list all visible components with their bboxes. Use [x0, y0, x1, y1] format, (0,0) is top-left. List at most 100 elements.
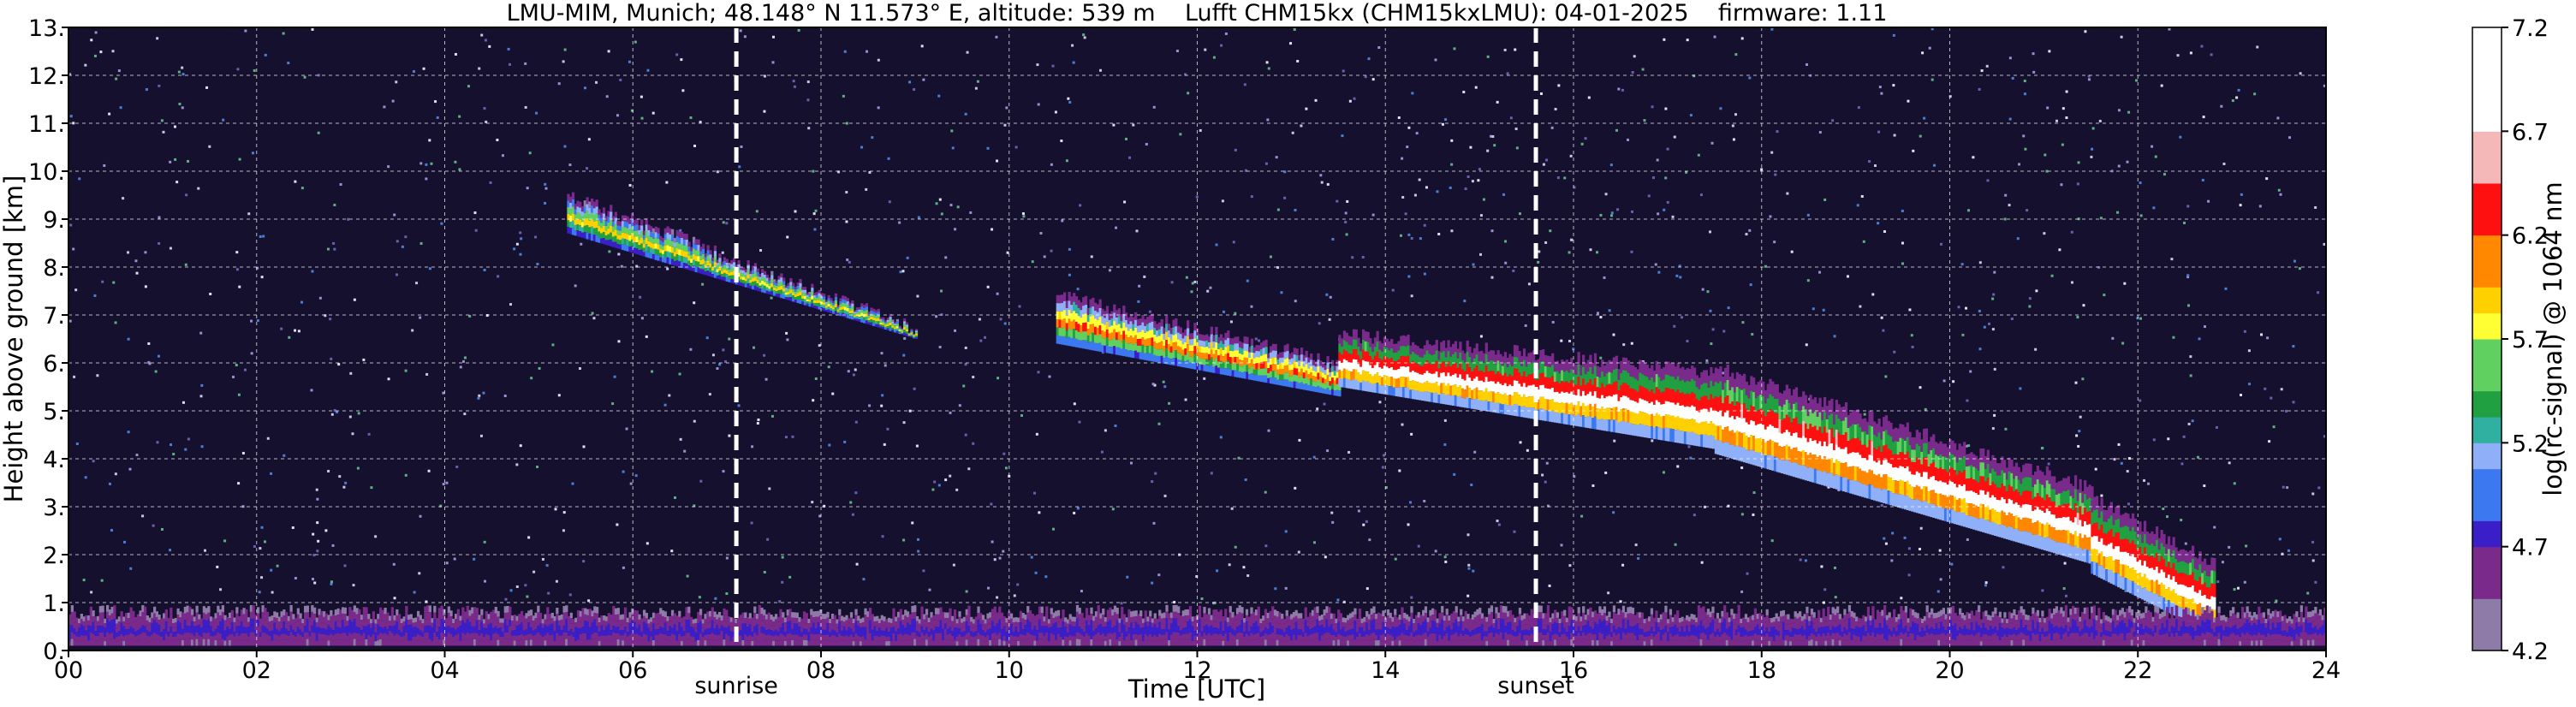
cloud-cell — [1584, 384, 1588, 396]
noise-speck — [849, 501, 853, 504]
cloud-cell — [1167, 357, 1171, 365]
cloud-cell — [1942, 508, 1945, 521]
cloud-cell — [1580, 416, 1583, 427]
cloud-cell — [1129, 336, 1133, 343]
cloud-cell — [874, 312, 878, 316]
noise-speck — [2202, 116, 2205, 119]
cloud-cell — [1570, 380, 1574, 392]
noise-speck — [1050, 249, 1053, 253]
cloud-cell — [1463, 398, 1467, 408]
cloud-cell — [1122, 322, 1126, 331]
cloud-cell — [1714, 367, 1718, 383]
cloud-cell — [1723, 367, 1728, 383]
noise-speck — [519, 444, 522, 448]
cloud-cell — [1627, 422, 1630, 435]
cloud-cell — [1421, 374, 1425, 383]
cloud-cell — [1622, 421, 1626, 434]
noise-speck — [1573, 475, 1576, 478]
cloud-cell — [801, 295, 805, 299]
noise-speck — [972, 442, 975, 445]
cloud-cell — [1333, 390, 1337, 396]
cloud-cell — [673, 256, 677, 262]
cloud-cell — [616, 235, 620, 240]
cloud-cell — [1518, 361, 1521, 373]
cloud-cell — [1252, 347, 1256, 354]
cloud-cell — [1231, 344, 1234, 352]
noise-speck — [574, 284, 577, 288]
cloud-cell — [1974, 455, 1978, 469]
cloud-cell — [1404, 366, 1407, 377]
cloud-cell — [1440, 342, 1443, 353]
cloud-cell — [659, 240, 663, 245]
cloud-cell — [1132, 324, 1135, 331]
noise-speck — [2231, 99, 2234, 103]
cloud-cell — [1837, 404, 1841, 419]
cloud-cell — [659, 244, 663, 249]
cloud-cell — [595, 206, 598, 214]
cloud-cell — [1518, 350, 1521, 362]
cloud-cell — [645, 244, 648, 251]
cloud-cell — [1444, 357, 1448, 367]
cloud-cell — [1258, 369, 1261, 376]
noise-speck — [1760, 168, 1764, 171]
cloud-cell — [1132, 330, 1135, 338]
cloud-cell — [1963, 442, 1966, 456]
noise-speck — [1406, 146, 1409, 149]
cloud-cell — [1620, 360, 1623, 373]
noise-speck — [72, 247, 75, 251]
cloud-cell — [1459, 352, 1462, 364]
cloud-cell — [1401, 345, 1406, 356]
cloud-cell — [1312, 370, 1316, 377]
cloud-cell — [1267, 353, 1270, 359]
cloud-cell — [647, 241, 651, 247]
cloud-cell — [1702, 370, 1706, 383]
cloud-cell — [1800, 437, 1803, 452]
noise-speck — [1453, 47, 1456, 50]
noise-speck — [1336, 598, 1340, 602]
cloud-cell — [787, 285, 790, 289]
noise-speck — [1224, 32, 1228, 35]
noise-speck — [640, 116, 644, 120]
cloud-cell — [853, 317, 857, 319]
noise-speck — [178, 103, 181, 106]
noise-speck — [950, 129, 954, 133]
cloud-cell — [635, 248, 639, 255]
cloud-cell — [619, 221, 622, 227]
cloud-cell — [1412, 351, 1415, 361]
cloud-cell — [1793, 448, 1796, 463]
noise-speck — [578, 367, 581, 371]
cloud-cell — [2001, 496, 2004, 511]
cloud-cell — [1752, 392, 1756, 407]
cloud-cell — [1151, 354, 1154, 362]
cloud-cell — [895, 318, 899, 322]
cloud-cell — [1269, 365, 1273, 371]
noise-speck — [1907, 573, 1911, 577]
cloud-cell — [775, 294, 778, 297]
noise-speck — [547, 591, 550, 595]
noise-speck — [2314, 580, 2317, 584]
noise-speck — [1969, 370, 1972, 373]
cloud-cell — [2079, 506, 2082, 520]
cloud-cell — [1217, 336, 1221, 343]
cloud-cell — [1852, 466, 1855, 480]
noise-speck — [260, 526, 264, 529]
cloud-cell — [1092, 297, 1095, 307]
noise-speck — [1157, 573, 1161, 577]
cloud-cell — [2060, 480, 2063, 494]
cloud-cell — [1745, 422, 1748, 437]
cloud-cell — [784, 294, 788, 298]
cloud-cell — [1298, 365, 1301, 372]
noise-speck — [370, 486, 373, 490]
noise-speck — [608, 250, 611, 253]
noise-speck — [1940, 242, 1943, 246]
cloud-cell — [2003, 472, 2007, 486]
cloud-cell — [1259, 342, 1264, 349]
noise-speck — [2172, 336, 2175, 339]
noise-speck — [645, 335, 648, 338]
cloud-cell — [1108, 326, 1111, 334]
noise-speck — [184, 263, 187, 266]
noise-speck — [173, 125, 176, 128]
noise-speck — [2285, 409, 2288, 413]
cloud-cell — [1224, 332, 1228, 341]
noise-speck — [831, 392, 835, 395]
